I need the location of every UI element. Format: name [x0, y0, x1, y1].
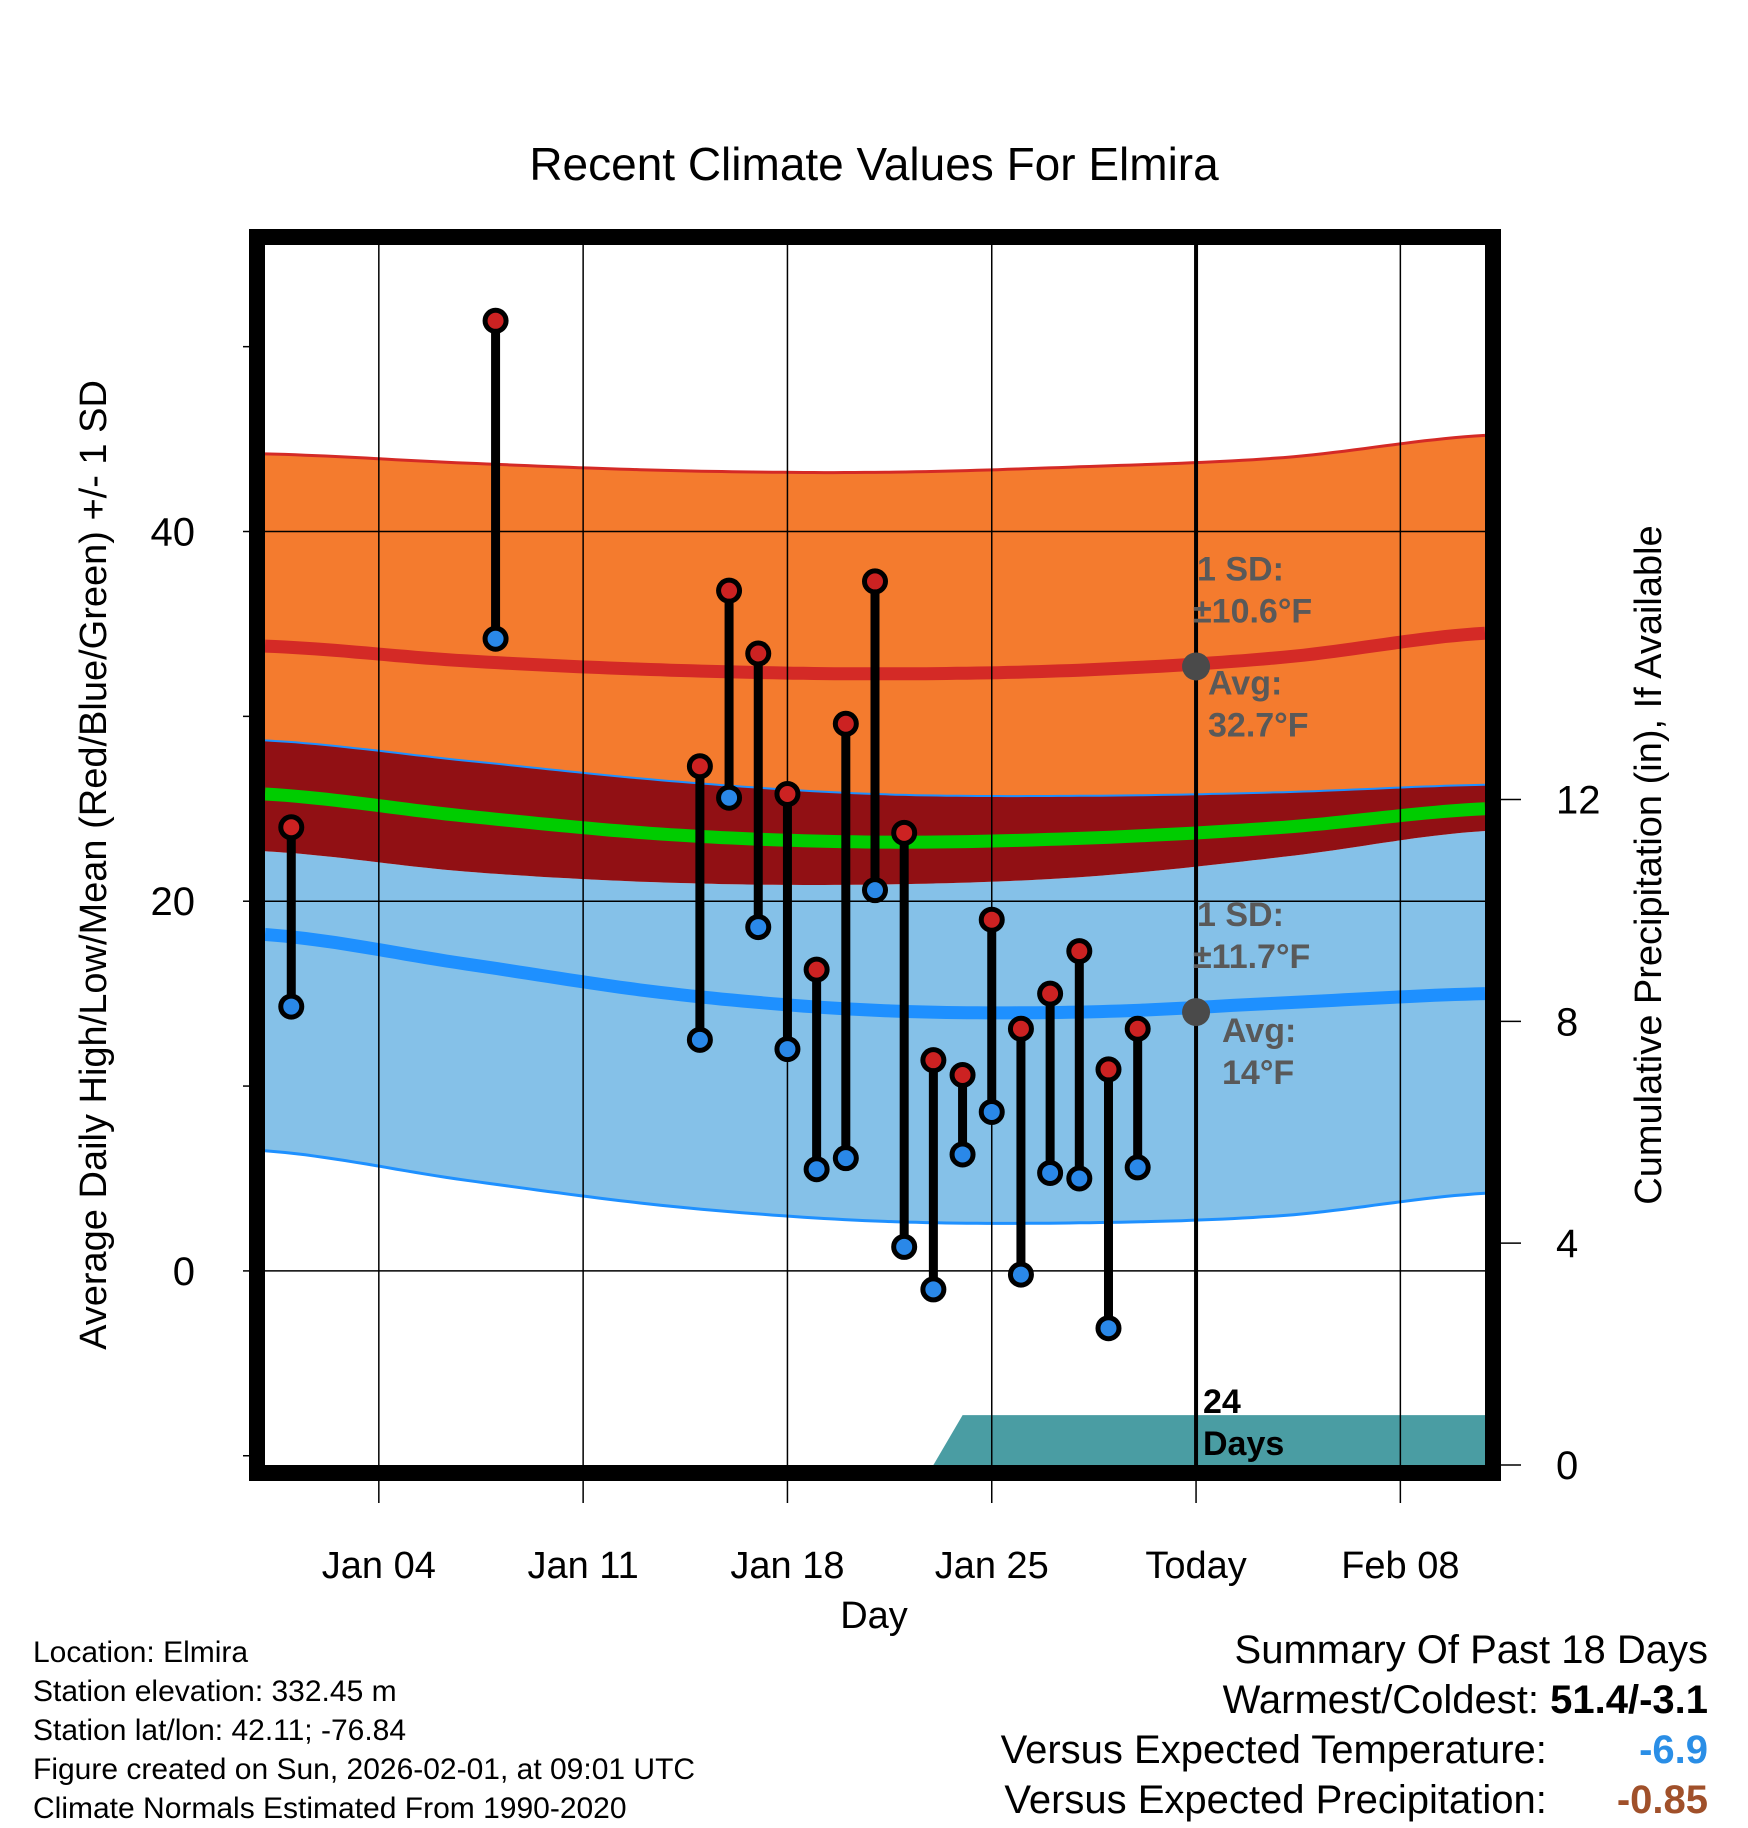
observed-low-point [745, 914, 772, 941]
observed-low-point [978, 1098, 1005, 1125]
precip-label: Versus Expected Precipitation: [1004, 1778, 1547, 1822]
x-tick-label: Jan 11 [527, 1545, 638, 1587]
observed-low-point [862, 877, 888, 904]
plot-border [249, 229, 1501, 1481]
temp-value: -6.9 [1639, 1728, 1708, 1772]
temp-label: Versus Expected Temperature: [1000, 1728, 1547, 1772]
observed-low-point [482, 625, 509, 652]
axis-ticks [243, 345, 1521, 1503]
high-upper-edge [265, 433, 1485, 475]
y-axis-right-label: Cumulative Precipitation (in), If Availa… [1628, 525, 1670, 1204]
y2-tick-label: 8 [1556, 1000, 1578, 1044]
observed-high-point [1124, 1015, 1151, 1042]
high-sd-value: ±10.6°F [1193, 593, 1312, 631]
tick-labels: Jan 04 Jan 11 Jan 18 Jan 25 Today Feb 0802040… [151, 511, 1601, 1587]
info-elevation: Station elevation: 332.45 m [33, 1675, 397, 1708]
observed-low-point [949, 1141, 976, 1168]
low-avg-value: 14°F [1222, 1054, 1294, 1092]
observed-high-point [803, 956, 830, 983]
chart-title: Recent Climate Values For Elmira [529, 138, 1219, 190]
low-lower-edge [265, 1149, 1485, 1225]
observed-low-point [716, 784, 743, 811]
days-word: Days [1203, 1425, 1284, 1463]
summary-title: Summary Of Past 18 Days [1234, 1628, 1708, 1672]
days-count: 24 [1203, 1383, 1241, 1421]
observed-low-point [686, 1026, 713, 1053]
observed-low-point [920, 1276, 947, 1303]
warmest-coldest-value: 51.4/-3.1 [1550, 1678, 1708, 1722]
low-sd-value: ±11.7°F [1193, 938, 1310, 976]
plot-area [265, 245, 1485, 1465]
observed-high-point [745, 640, 772, 667]
y2-tick-label: 0 [1556, 1444, 1578, 1488]
observed-low-point [832, 1145, 859, 1172]
observed-high-point [891, 819, 918, 846]
normal-low-line [265, 928, 1485, 1020]
observed-high-point [1037, 980, 1064, 1007]
observed-low-point [1124, 1154, 1151, 1181]
observed-high-point [278, 814, 305, 841]
plot-frame [249, 229, 1501, 1481]
info-latlon: Station lat/lon: 42.11; -76.84 [33, 1714, 407, 1747]
observed-low-point [1037, 1159, 1064, 1186]
summary-panel: Summary Of Past 18 Days Warmest/Coldest:… [1001, 1625, 1708, 1825]
info-normals: Climate Normals Estimated From 1990-2020 [33, 1792, 627, 1825]
precipitation-area [933, 1415, 1485, 1465]
x-axis-label: Day [840, 1595, 908, 1637]
x-tick-label: Jan 04 [322, 1545, 436, 1587]
high-avg-label: Avg: [1208, 665, 1282, 703]
x-tick-label: Jan 18 [730, 1545, 844, 1587]
precip-value: -0.85 [1616, 1778, 1708, 1822]
observed-high-point [920, 1047, 947, 1074]
low-average-marker [1182, 998, 1211, 1027]
gridlines [265, 245, 1485, 1465]
observed-high-point [686, 753, 713, 780]
observed-low-point [891, 1233, 918, 1260]
station-info: Location: Elmira Station elevation: 332.… [33, 1633, 695, 1828]
low-sd-label: 1 SD: [1197, 896, 1284, 934]
y-tick-label: 0 [173, 1250, 195, 1294]
summary-warmest-coldest: Warmest/Coldest: 51.4/-3.1 [1001, 1675, 1708, 1725]
observed-high-point [716, 577, 743, 604]
observed-high-point [482, 307, 509, 334]
summary-precipitation: Versus Expected Precipitation: -0.85 [1001, 1775, 1708, 1825]
observed-low-point [803, 1156, 830, 1183]
y2-tick-label: 12 [1556, 779, 1601, 823]
info-created: Figure created on Sun, 2026-02-01, at 09… [33, 1753, 696, 1786]
x-tick-label: Jan 25 [935, 1545, 1049, 1587]
observed-high-point [949, 1061, 976, 1088]
y2-tick-label: 4 [1556, 1222, 1578, 1266]
x-tick-label: Feb 08 [1341, 1545, 1459, 1587]
warmest-coldest-label: Warmest/Coldest: [1222, 1678, 1539, 1722]
observed-high-point [862, 568, 888, 595]
high-sd-label: 1 SD: [1197, 551, 1284, 589]
summary-temperature: Versus Expected Temperature: -6.9 [1001, 1725, 1708, 1775]
low-sd-band [265, 831, 1485, 1224]
info-location: Location: Elmira [33, 1636, 249, 1669]
observed-temperatures [278, 307, 1151, 1342]
observed-high-point [1066, 938, 1093, 965]
observed-high-point [832, 710, 859, 737]
annotations: 1 SD: ±10.6°F Avg: 32.7°F 1 SD: ±11.7°F Avg: 14… [1193, 551, 1312, 1464]
observed-high-point [1095, 1056, 1122, 1083]
observed-low-point [278, 993, 305, 1020]
observed-low-point [774, 1036, 801, 1063]
high-average-marker [1182, 652, 1211, 681]
y-axis-left-label: Average Daily High/Low/Mean (Red/Blue/Gr… [73, 380, 115, 1350]
observed-low-point [1007, 1261, 1034, 1288]
precip-area [933, 1415, 1485, 1465]
average-markers [1182, 652, 1211, 1027]
high-avg-value: 32.7°F [1208, 707, 1309, 745]
observed-high-point [1007, 1015, 1034, 1042]
low-avg-label: Avg: [1222, 1012, 1296, 1050]
observed-high-point [774, 781, 801, 807]
observed-low-point [1095, 1315, 1122, 1342]
observed-low-point [1066, 1165, 1093, 1192]
y-tick-label: 20 [151, 880, 196, 924]
y-tick-label: 40 [151, 511, 196, 555]
observed-high-point [978, 906, 1005, 933]
x-tick-label: Today [1145, 1545, 1246, 1587]
